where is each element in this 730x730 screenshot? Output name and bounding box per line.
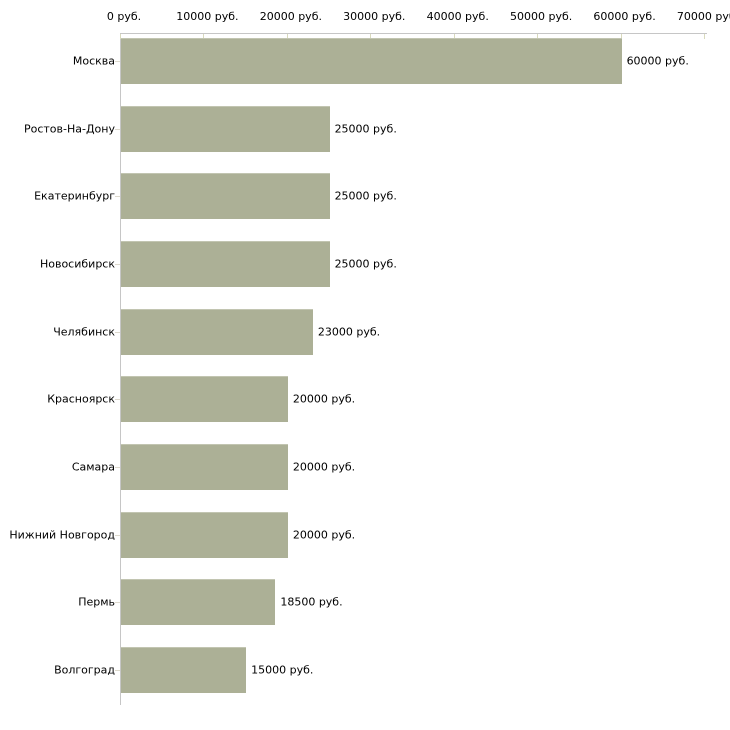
category-label: Пермь <box>78 595 115 609</box>
value-label: 15000 руб. <box>251 663 314 677</box>
x-axis-tick-label: 70000 руб. <box>676 10 730 23</box>
x-axis-tick-mark <box>537 34 539 39</box>
value-label: 25000 руб. <box>334 122 397 136</box>
y-axis-line <box>120 33 121 705</box>
x-axis-tick-label: 60000 руб. <box>593 10 656 23</box>
y-axis-tick-mark <box>115 535 120 536</box>
x-axis-tick-mark <box>620 34 622 39</box>
category-label: Новосибирск <box>39 257 115 271</box>
y-axis-tick-mark <box>115 129 120 130</box>
bar <box>121 38 622 84</box>
y-axis-tick-mark <box>115 196 120 197</box>
value-label: 25000 руб. <box>334 257 397 271</box>
value-label: 20000 руб. <box>292 392 356 406</box>
y-axis-tick-mark <box>115 399 120 400</box>
bar <box>121 443 288 490</box>
category-label: Челябинск <box>53 325 115 339</box>
y-axis-tick-mark <box>115 332 120 333</box>
value-label: 18500 руб. <box>280 595 343 609</box>
category-label: Красноярск <box>47 392 115 406</box>
category-label: Екатеринбург <box>34 189 115 203</box>
value-label: 20000 руб. <box>292 528 356 542</box>
x-axis-tick-label: 0 руб. <box>106 10 142 23</box>
category-label: Волгоград <box>54 663 115 677</box>
x-axis-tick-label: 50000 руб. <box>510 10 573 23</box>
category-label: Самара <box>71 460 115 474</box>
x-axis-tick-label: 20000 руб. <box>259 10 322 23</box>
value-label: 60000 руб. <box>626 54 689 68</box>
bar <box>121 376 288 423</box>
y-axis-tick-mark <box>115 61 120 62</box>
category-label: Москва <box>72 54 115 68</box>
x-axis-tick-mark <box>286 34 288 39</box>
y-axis-tick-mark <box>115 264 120 265</box>
x-axis-tick-label: 10000 руб. <box>176 10 239 23</box>
bar <box>121 105 330 152</box>
value-label: 25000 руб. <box>334 189 397 203</box>
bar <box>121 240 330 287</box>
bar <box>121 308 313 355</box>
x-axis-tick-mark <box>203 34 205 39</box>
x-axis-tick-label: 40000 руб. <box>426 10 489 23</box>
category-label: Ростов-На-Дону <box>23 122 115 136</box>
x-axis-tick-label: 30000 руб. <box>343 10 406 23</box>
x-axis-tick-mark <box>453 34 455 39</box>
bar <box>121 511 288 558</box>
y-axis-tick-mark <box>115 467 120 468</box>
x-axis-tick-mark <box>704 34 705 39</box>
category-label: Нижний Новгород <box>9 528 115 542</box>
bar <box>121 579 275 626</box>
x-axis-line <box>120 33 707 34</box>
bar <box>121 646 246 693</box>
y-axis-tick-mark <box>115 602 120 603</box>
value-label: 20000 руб. <box>292 460 356 474</box>
value-label: 23000 руб. <box>317 325 381 339</box>
y-axis-tick-mark <box>115 670 120 671</box>
x-axis-tick-mark <box>370 34 372 39</box>
bar <box>121 173 330 220</box>
x-axis-tick-mark <box>120 34 121 39</box>
